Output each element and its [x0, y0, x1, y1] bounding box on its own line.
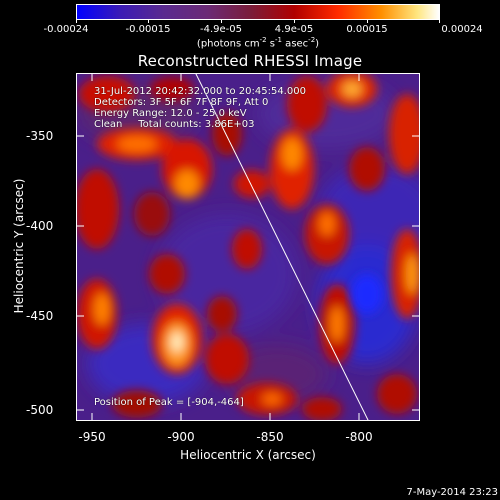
units-exponent: -1 — [275, 36, 283, 44]
x-tick-label: -950 — [78, 430, 106, 444]
y-tick-label: -350 — [26, 129, 54, 143]
colorbar-tick-label: -0.00015 — [125, 24, 171, 35]
generation-date: 7-May-2014 23:23 — [406, 487, 498, 498]
intensity-minimum — [351, 274, 383, 314]
colorbar-tick-label: 0.00024 — [441, 24, 483, 35]
colorbar-tick-label: -0.00024 — [43, 24, 89, 35]
image-title: Reconstructed RHESSI Image — [137, 52, 363, 70]
x-axis-title: Heliocentric X (arcsec) — [180, 448, 316, 462]
colorbar-tick — [148, 19, 149, 23]
units-text: asec — [282, 38, 309, 50]
colorbar-tick — [221, 19, 222, 23]
x-tick-label: -900 — [167, 430, 195, 444]
y-tick-label: -500 — [26, 403, 54, 417]
detectors-info: Detectors: 3F 5F 6F 7F 8F 9F, Att 0 — [94, 97, 269, 108]
units-text: (photons cm — [196, 38, 260, 50]
colorbar-tick — [294, 19, 295, 23]
y-tick-label: -400 — [26, 219, 54, 233]
rhessi-image-map — [77, 74, 419, 420]
method-counts-info: Clean Total counts: 3.86E+03 — [94, 119, 255, 130]
rhessi-image — [76, 73, 420, 421]
units-exponent: -2 — [308, 36, 316, 44]
colorbar-tick — [76, 19, 77, 23]
colorbar-tick-label: 4.9e-05 — [274, 24, 314, 35]
units-text: ) — [315, 38, 320, 50]
colorbar-tick-label: -4.9e-05 — [200, 24, 242, 35]
x-tick-label: -850 — [256, 430, 284, 444]
y-tick-label: -450 — [26, 309, 54, 323]
energy-range-info: Energy Range: 12.0 - 25.0 keV — [94, 108, 247, 119]
units-text: s — [266, 38, 276, 50]
colorbar-units: (photons cm-2 s-1 asec-2) — [197, 36, 319, 49]
emission-regions — [77, 74, 419, 420]
colorbar-tick-label: 0.00015 — [346, 24, 388, 35]
units-exponent: -2 — [259, 36, 267, 44]
colorbar-tick — [439, 19, 440, 23]
colorbar — [76, 4, 440, 20]
x-tick-label: -800 — [345, 430, 373, 444]
solar-limb-line — [195, 74, 369, 420]
observation-time: 31-Jul-2012 20:42:32.000 to 20:45:54.000 — [94, 86, 306, 97]
colorbar-tick — [367, 19, 368, 23]
peak-position: Position of Peak = [-904,-464] — [94, 397, 244, 408]
